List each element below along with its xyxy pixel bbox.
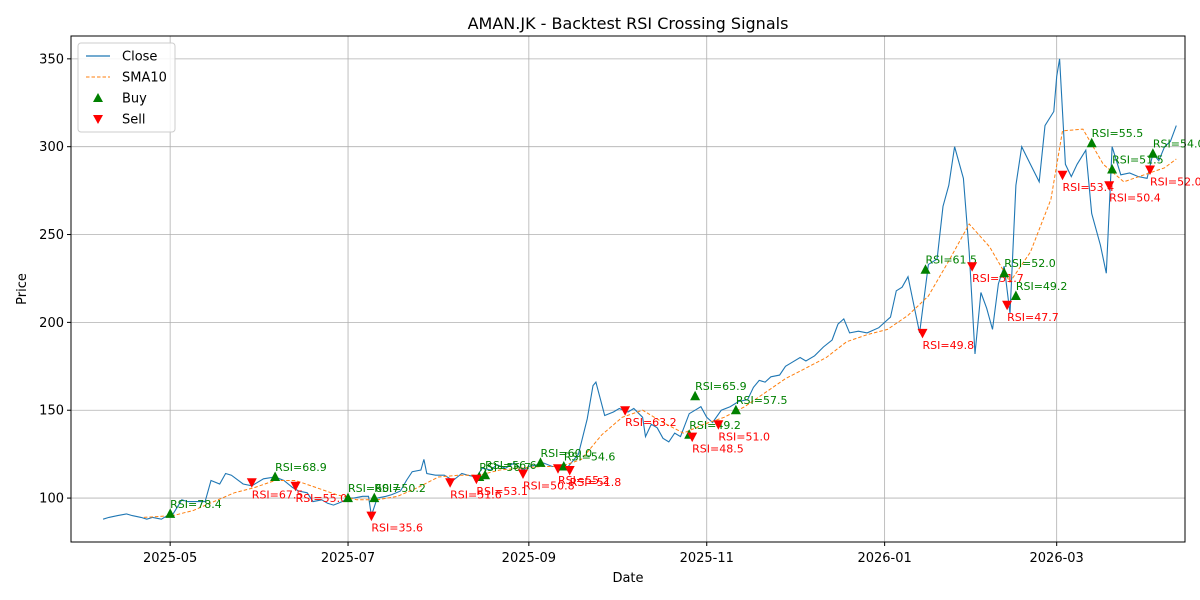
buy-label: RSI=65.9	[695, 380, 747, 393]
buy-label: RSI=56.6	[485, 459, 537, 472]
sell-label: RSI=51.6	[450, 488, 502, 501]
buy-marker	[1107, 164, 1118, 174]
legend: Close SMA10 Buy Sell	[77, 42, 176, 133]
sell-marker	[246, 478, 257, 488]
buy-marker	[690, 390, 701, 401]
buy-label: RSI=60.0	[541, 447, 593, 460]
sell-marker	[518, 469, 528, 479]
legend-label: Buy	[122, 92, 147, 107]
sell-label: RSI=53.4	[1063, 181, 1115, 194]
buy-marker	[270, 471, 281, 481]
sell-marker	[471, 474, 482, 485]
buy-label: RSI=50.2	[374, 482, 426, 495]
sell-label: RSI=35.6	[371, 522, 423, 535]
x-tick-label: 2025-11	[680, 551, 734, 566]
buy-marker	[343, 492, 353, 503]
y-tick-label: 100	[39, 492, 64, 507]
buy-label: RSI=54.0	[1153, 138, 1200, 151]
plot-frame	[70, 35, 1186, 543]
y-tick-label: 300	[39, 140, 64, 155]
sell-label: RSI=55.0	[296, 492, 348, 505]
sell-marker	[366, 511, 377, 522]
buy-marker	[1086, 137, 1097, 148]
buy-label: RSI=57.5	[736, 394, 788, 407]
buy-marker	[165, 508, 176, 518]
x-tick-label: 2025-05	[143, 551, 197, 566]
chart-title: AMAN.JK - Backtest RSI Crossing Signals	[468, 14, 789, 33]
buy-marker	[369, 492, 380, 503]
buy-label: RSI=78.4	[170, 498, 222, 511]
sell-label: RSI=51.7	[972, 272, 1024, 285]
sell-label: RSI=67.5	[252, 488, 304, 501]
sma10-line	[143, 128, 1177, 518]
sell-marker	[1057, 170, 1068, 181]
sell-label: RSI=50.4	[1109, 191, 1161, 204]
buy-label: RSI=52.0	[1004, 257, 1056, 270]
buy-marker	[920, 264, 931, 274]
x-tick-label: 2026-03	[1030, 551, 1084, 566]
close-line	[102, 58, 1177, 520]
sell-label: RSI=53.1	[476, 485, 528, 498]
sell-label: RSI=52.0	[1150, 176, 1200, 189]
sell-marker	[917, 328, 928, 339]
buy-label: RSI=56.7	[479, 461, 531, 474]
buy-marker	[999, 267, 1010, 278]
y-tick-label: 150	[39, 404, 64, 419]
sell-label: RSI=51.8	[570, 476, 622, 489]
legend-label: Close	[122, 50, 157, 65]
x-tick-label: 2026-01	[857, 551, 911, 566]
sell-label: RSI=51.0	[718, 430, 770, 443]
sell-label: RSI=55.2	[558, 474, 610, 487]
buy-marker	[1010, 290, 1021, 300]
buy-label: RSI=55.5	[1092, 127, 1144, 140]
legend-box	[77, 42, 176, 133]
sell-label: RSI=47.7	[1007, 311, 1059, 324]
series-layer	[102, 58, 1177, 520]
sell-marker	[553, 464, 563, 474]
sell-label: RSI=50.8	[523, 479, 575, 492]
sell-marker	[1104, 181, 1115, 191]
buy-label: RSI=61.5	[925, 254, 977, 267]
buy-label: RSI=54.6	[564, 450, 616, 463]
signal-layer: RSI=78.4 RSI=67.5 RSI=68.9 RSI=55.0RSI=60.7…	[165, 127, 1200, 535]
buy-marker	[730, 404, 741, 415]
buy-label: RSI=68.9	[275, 461, 327, 474]
buy-label: RSI=60.7	[348, 482, 400, 495]
tick-layer: 2025-05 2025-07 2025-09 2025-11 2026-01 2026-…	[39, 52, 1084, 566]
sell-label: RSI=63.2	[625, 416, 677, 429]
buy-marker	[480, 469, 491, 480]
y-tick-label: 200	[39, 316, 64, 331]
sell-marker	[445, 478, 456, 488]
y-tick-label: 350	[39, 52, 64, 67]
buy-label: RSI=49.2	[689, 419, 741, 432]
sell-label: RSI=49.8	[923, 339, 975, 352]
y-tick-label: 250	[39, 228, 64, 243]
x-tick-label: 2025-07	[321, 551, 375, 566]
legend-buy-swatch	[93, 93, 103, 102]
buy-marker	[1147, 148, 1158, 158]
buy-label: RSI=49.2	[1016, 280, 1068, 293]
legend-label: SMA10	[122, 71, 167, 86]
x-tick-label: 2025-09	[502, 551, 556, 566]
sell-label: RSI=48.5	[692, 443, 744, 456]
sell-marker	[564, 466, 575, 476]
sell-marker	[620, 406, 631, 416]
sell-marker	[713, 420, 724, 430]
sell-marker	[687, 432, 698, 443]
sell-marker	[1145, 165, 1155, 175]
legend-sell-swatch	[93, 115, 103, 124]
x-axis-label: Date	[612, 571, 643, 586]
y-axis-label: Price	[15, 273, 30, 305]
sell-marker	[1002, 300, 1013, 311]
sell-marker	[290, 481, 301, 492]
grid	[71, 36, 1185, 542]
sell-marker	[967, 262, 978, 272]
buy-marker	[535, 457, 546, 467]
legend-label: Sell	[122, 113, 145, 128]
